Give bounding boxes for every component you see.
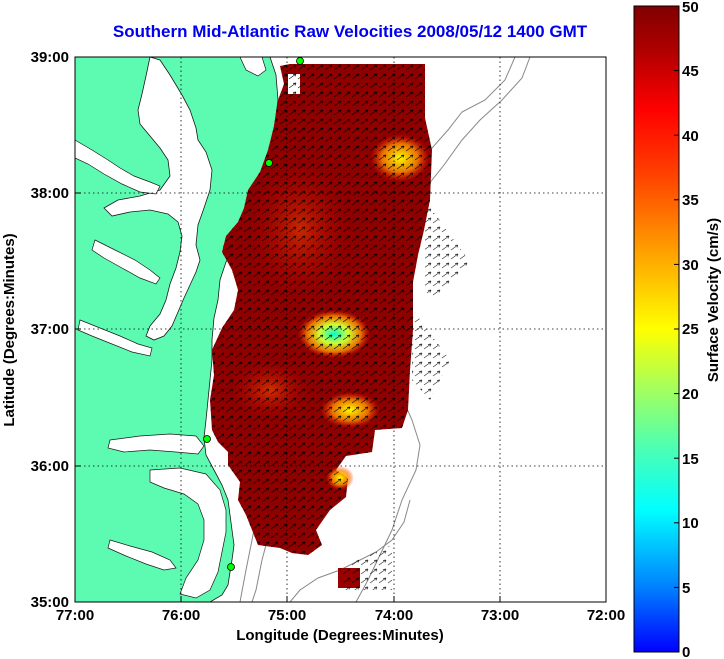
y-tick-label: 37:00: [31, 321, 69, 338]
james-river: [77, 319, 153, 357]
colorbar-tick-label: 20: [682, 386, 699, 403]
colorbar-tick-label: 0: [682, 644, 690, 659]
x-axis-title: Longitude (Degrees:Minutes): [236, 627, 444, 644]
y-tick-label: 38:00: [31, 185, 69, 202]
grid-lines: [75, 57, 606, 602]
colorbar-title: Surface Velocity (cm/s): [705, 218, 722, 382]
delaware-bay: [239, 57, 267, 77]
colorbar-tick-label: 50: [682, 0, 699, 16]
colorbar-tick-label: 30: [682, 257, 699, 274]
radar-station-marker: [203, 435, 211, 443]
colorbar-tick-label: 15: [682, 451, 699, 468]
albemarle-sound: [107, 433, 205, 455]
x-tick-label: 77:00: [56, 607, 94, 624]
colorbar-tick-label: 45: [682, 63, 699, 80]
radar-station-marker: [296, 57, 304, 65]
colorbar-tick-marks: [674, 5, 679, 653]
y-tick-label: 35:00: [31, 594, 69, 611]
rappahannock-river: [91, 239, 161, 285]
neuse-river: [107, 539, 177, 571]
colorbar-tick-label: 35: [682, 192, 699, 209]
chesapeake-bay: [103, 57, 213, 341]
y-tick-label: 39:00: [31, 49, 69, 66]
colorbar-tick-label: 5: [682, 580, 690, 597]
x-tick-label: 72:00: [587, 607, 625, 624]
velocity-field: [210, 64, 470, 590]
y-axis-title: Latitude (Degrees:Minutes): [1, 233, 18, 426]
colorbar-tick-label: 40: [682, 128, 699, 145]
colorbar-tick-label: 10: [682, 515, 699, 532]
potomac-river: [75, 139, 161, 195]
x-tick-label: 76:00: [162, 607, 200, 624]
x-tick-label: 75:00: [268, 607, 306, 624]
x-tick-label: 73:00: [481, 607, 519, 624]
y-tick-label: 36:00: [31, 458, 69, 475]
x-tick-marks: [74, 56, 607, 603]
radar-station-marker: [227, 563, 235, 571]
x-tick-label: 74:00: [375, 607, 413, 624]
pamlico-sound: [149, 467, 227, 599]
radar-station-marker: [265, 159, 273, 167]
colorbar: [633, 5, 680, 653]
colorbar-tick-label: 25: [682, 321, 699, 338]
map-title: Southern Mid-Atlantic Raw Velocities 200…: [112, 22, 588, 41]
